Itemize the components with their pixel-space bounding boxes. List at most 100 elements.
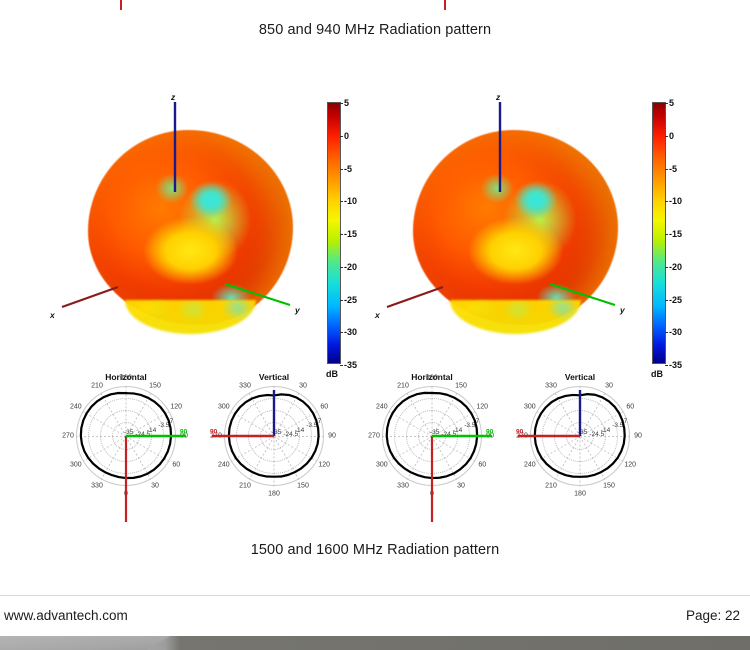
polar-angle-label: 240 [69, 403, 82, 411]
polar-radial-label: -3.5 [158, 422, 170, 430]
polar-plot-horizontal-left: Horizontal 18015012090603003303002702402… [62, 372, 190, 522]
polar-angle-label: 330 [239, 382, 251, 390]
radiation-blob-surface [413, 130, 618, 325]
axes-overlay [386, 102, 616, 309]
polar-angle-label: 210 [239, 482, 251, 490]
polar-angle-label: 210 [397, 382, 409, 390]
polar-angle-label: 60 [320, 403, 329, 411]
colorbar-tick: -30 [664, 327, 683, 338]
polar-angle-label: 330 [397, 482, 409, 490]
polar-radial-label: -14 [146, 426, 157, 434]
polar-angle-label: 30 [151, 482, 159, 490]
polar-angle-label: 210 [91, 382, 103, 390]
polar-angle-label: 240 [375, 403, 388, 411]
radiation-pattern-3d-left: z x y [40, 92, 340, 347]
polar-spoke [274, 436, 324, 437]
polar-angle-label: 30 [457, 482, 465, 490]
footer-divider [0, 595, 750, 596]
svg-text:90: 90 [516, 429, 524, 436]
polar-angle-label: 300 [375, 461, 388, 469]
polar-radial-label: -14 [600, 426, 611, 434]
bottom-decorative-bar [0, 636, 750, 650]
colorbar-tick: -5 [339, 163, 353, 174]
polar-angle-label: 60 [172, 461, 181, 469]
colorbar-tick: -10 [339, 196, 358, 207]
colorbar-tick: -30 [339, 327, 358, 338]
radiation-pattern-3d-right: z x y [365, 92, 665, 347]
polar-radial-label: -35 [124, 429, 134, 436]
polar-title: Horizontal [105, 372, 147, 382]
polar-radial-label: -3.5 [612, 422, 624, 430]
colorbar-right: dB 5 0 -5 -10 -15 -20 -25 -30 -35 [651, 98, 682, 379]
polar-angle-label: 150 [297, 482, 309, 490]
polar-angle-label: 120 [476, 403, 489, 411]
colorbar-tick: -25 [664, 294, 683, 305]
polar-plot-vertical-left: Vertical 303303002702402101801501209060-… [210, 372, 338, 522]
polar-angle-label: 180 [120, 374, 132, 382]
polar-angle-label: 30 [605, 382, 613, 390]
axis-label-y: y [295, 305, 300, 315]
polar-angle-label: 300 [69, 461, 82, 469]
polar-angle-label: 270 [62, 432, 74, 440]
radiation-blob [413, 130, 618, 334]
colorbar-tick: -35 [664, 360, 683, 370]
polar-angle-label: 120 [318, 461, 331, 469]
axis-label-x: x [375, 310, 380, 320]
colorbar-tick: 5 [339, 98, 350, 108]
svg-text:90: 90 [210, 429, 218, 436]
axis-label-y: y [620, 305, 625, 315]
radiation-blob-surface [88, 130, 293, 325]
polar-angle-label: 90 [634, 432, 642, 440]
polar-plot-horizontal-right: Horizontal 18015012090603003303002702402… [368, 372, 496, 522]
polar-radial-label: -24.5 [283, 431, 299, 439]
polar-angle-label: 330 [545, 382, 557, 390]
polar-angle-label: 150 [149, 382, 161, 390]
colorbar-tick: -15 [339, 229, 358, 239]
polar-marker-lines: 90 [430, 429, 494, 522]
footer-page-number: Page: 22 [686, 608, 741, 623]
colorbar-tick: -15 [664, 229, 683, 239]
axis-label-x: x [50, 310, 55, 320]
polar-title: Horizontal [411, 372, 453, 382]
polar-marker-lines: 90 [124, 429, 188, 522]
polar-radial-label: 7 [475, 417, 480, 425]
polar-angle-label: 180 [268, 490, 280, 498]
caption-bottom: 1500 and 1600 MHz Radiation pattern [250, 542, 500, 558]
radiation-blob [88, 130, 293, 334]
colorbar-tick: -25 [339, 294, 358, 305]
polar-radial-label: -24.5 [589, 431, 605, 439]
polar-angle-label: 270 [368, 432, 380, 440]
polar-radial-label: -35 [430, 429, 440, 436]
polar-angle-label: 120 [170, 403, 183, 411]
caption-top: 850 and 940 MHz Radiation pattern [258, 22, 492, 38]
colorbar-unit: dB [651, 369, 663, 379]
colorbar-unit: dB [326, 369, 338, 379]
colorbar-left: dB 5 0 -5 -10 -15 -20 -25 -30 -35 [326, 98, 357, 379]
polar-radial-label: -3.5 [464, 422, 476, 430]
svg-text:90: 90 [180, 429, 188, 436]
polar-title: Vertical [564, 372, 596, 382]
axis-label-z: z [171, 92, 176, 102]
colorbar-tick: 0 [664, 130, 675, 141]
polar-angle-label: 240 [217, 461, 230, 469]
footer-website[interactable]: www.advantech.com [4, 608, 128, 623]
polar-angle-label: 120 [624, 461, 637, 469]
polar-title: Vertical [258, 372, 290, 382]
polar-radial-label: -3.5 [306, 422, 318, 430]
polar-angle-label: 60 [626, 403, 635, 411]
polar-radial-label: -14 [294, 426, 305, 434]
polar-angle-label: 300 [523, 403, 536, 411]
polar-angle-label: 30 [299, 382, 307, 390]
polar-angle-label: 330 [91, 482, 103, 490]
polar-angle-label: 180 [426, 374, 438, 382]
colorbar-tick: 5 [664, 98, 675, 108]
polar-pattern-curve [227, 393, 320, 478]
polar-plot-vertical-right: Vertical 303303002702402101801501209060-… [516, 372, 644, 522]
polar-radial-label: -35 [272, 429, 282, 436]
polar-pattern-curve [533, 393, 626, 478]
svg-text:90: 90 [486, 429, 494, 436]
polar-angle-label: 60 [478, 461, 487, 469]
polar-radial-label: -35 [578, 429, 588, 436]
polar-angle-label: 300 [217, 403, 230, 411]
